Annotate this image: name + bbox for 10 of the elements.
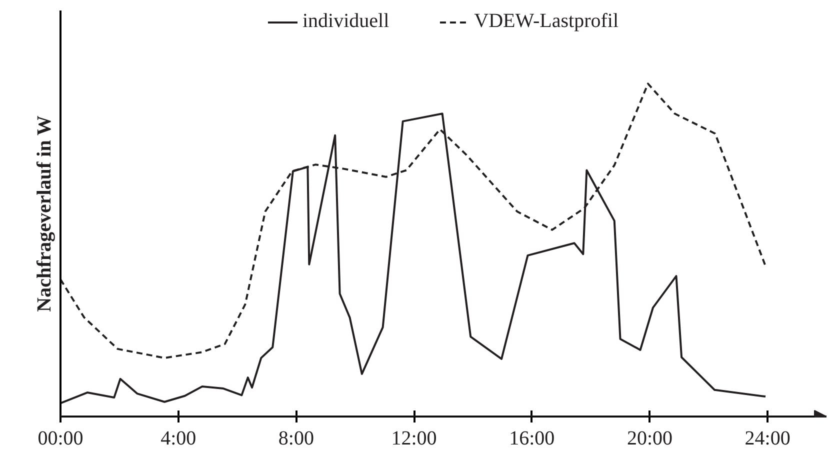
x-tick-label: 4:00 [160, 428, 196, 450]
x-tick-label: 00:00 [38, 428, 84, 450]
legend-label: VDEW-Lastprofil [474, 10, 619, 33]
legend-label: individuell [302, 10, 390, 33]
x-tick-label: 20:00 [626, 428, 673, 450]
x-tick-label: 8:00 [278, 428, 314, 450]
x-tick-label: 12:00 [391, 428, 437, 450]
x-tick-label: 16:00 [509, 428, 555, 450]
x-tick-label: 24:00 [744, 428, 790, 450]
y-axis-title: Nachfrageverlauf in W [34, 116, 56, 312]
